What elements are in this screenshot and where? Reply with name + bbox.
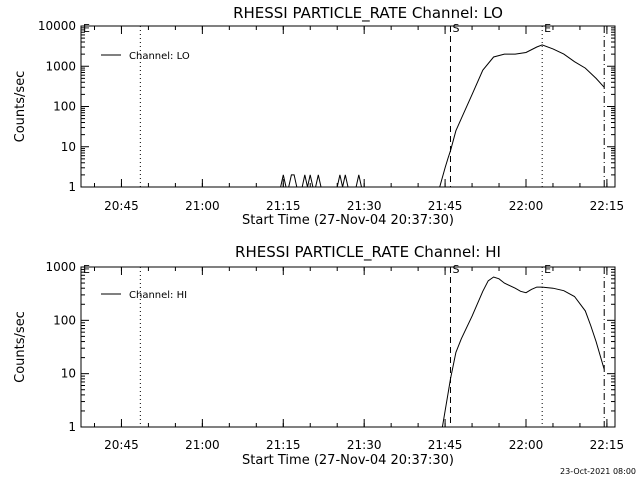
x-tick-label: 21:15 — [266, 438, 301, 452]
y-tick-label: 10000 — [38, 19, 76, 33]
legend-entry: Channel: LO — [129, 51, 190, 62]
x-tick-label: 22:00 — [509, 438, 544, 452]
series-line-1 — [280, 44, 605, 188]
chart-title: RHESSI PARTICLE_RATE Channel: LO — [233, 4, 503, 23]
chart-panel-2: RHESSI PARTICLE_RATE Channel: HI 20:45 21:… — [13, 243, 624, 468]
x-tick-label: 22:15 — [590, 438, 625, 452]
x-tick-label: 22:15 — [590, 199, 625, 213]
y-axis-label: Counts/sec — [13, 71, 28, 143]
x-tick-label: 21:00 — [185, 438, 220, 452]
event-marker-label: E — [544, 263, 551, 276]
y-tick-label: 1000 — [45, 59, 76, 73]
x-tick-label: 21:30 — [347, 438, 382, 452]
y-tick-label: 10 — [61, 367, 76, 381]
y-tick-label: 1 — [68, 180, 76, 194]
chart-title: RHESSI PARTICLE_RATE Channel: HI — [235, 243, 501, 262]
event-marker-label: S — [452, 22, 459, 35]
x-tick-label: 20:45 — [104, 199, 139, 213]
x-tick-label: 21:45 — [428, 199, 463, 213]
series-line-1 — [441, 276, 605, 428]
event-marker-label: S — [452, 263, 459, 276]
plot-frame — [80, 266, 616, 428]
x-tick-label: 22:00 — [509, 199, 544, 213]
y-tick-label: 100 — [53, 313, 76, 327]
y-tick-label: 10 — [61, 140, 76, 154]
footer-timestamp: 23-Oct-2021 08:00 — [560, 467, 636, 476]
y-tick-label: 1 — [68, 420, 76, 434]
x-tick-label: 21:30 — [347, 199, 382, 213]
y-axis-label: Counts/sec — [13, 311, 28, 383]
legend-entry: Channel: HI — [129, 290, 187, 301]
x-axis-label: Start Time (27-Nov-04 20:37:30) — [242, 453, 454, 468]
y-tick-label: 1000 — [45, 260, 76, 274]
event-marker-label: E — [83, 263, 90, 276]
x-tick-label: 21:00 — [185, 199, 220, 213]
x-tick-label: 20:45 — [104, 438, 139, 452]
x-axis-label: Start Time (27-Nov-04 20:37:30) — [242, 213, 454, 228]
x-tick-label: 21:15 — [266, 199, 301, 213]
event-marker-label: E — [83, 22, 90, 35]
x-tick-label: 21:45 — [428, 438, 463, 452]
y-tick-label: 100 — [53, 100, 76, 114]
chart-panel-1: RHESSI PARTICLE_RATE Channel: LO 20:45 21:… — [13, 4, 624, 228]
event-marker-label: E — [544, 22, 551, 35]
